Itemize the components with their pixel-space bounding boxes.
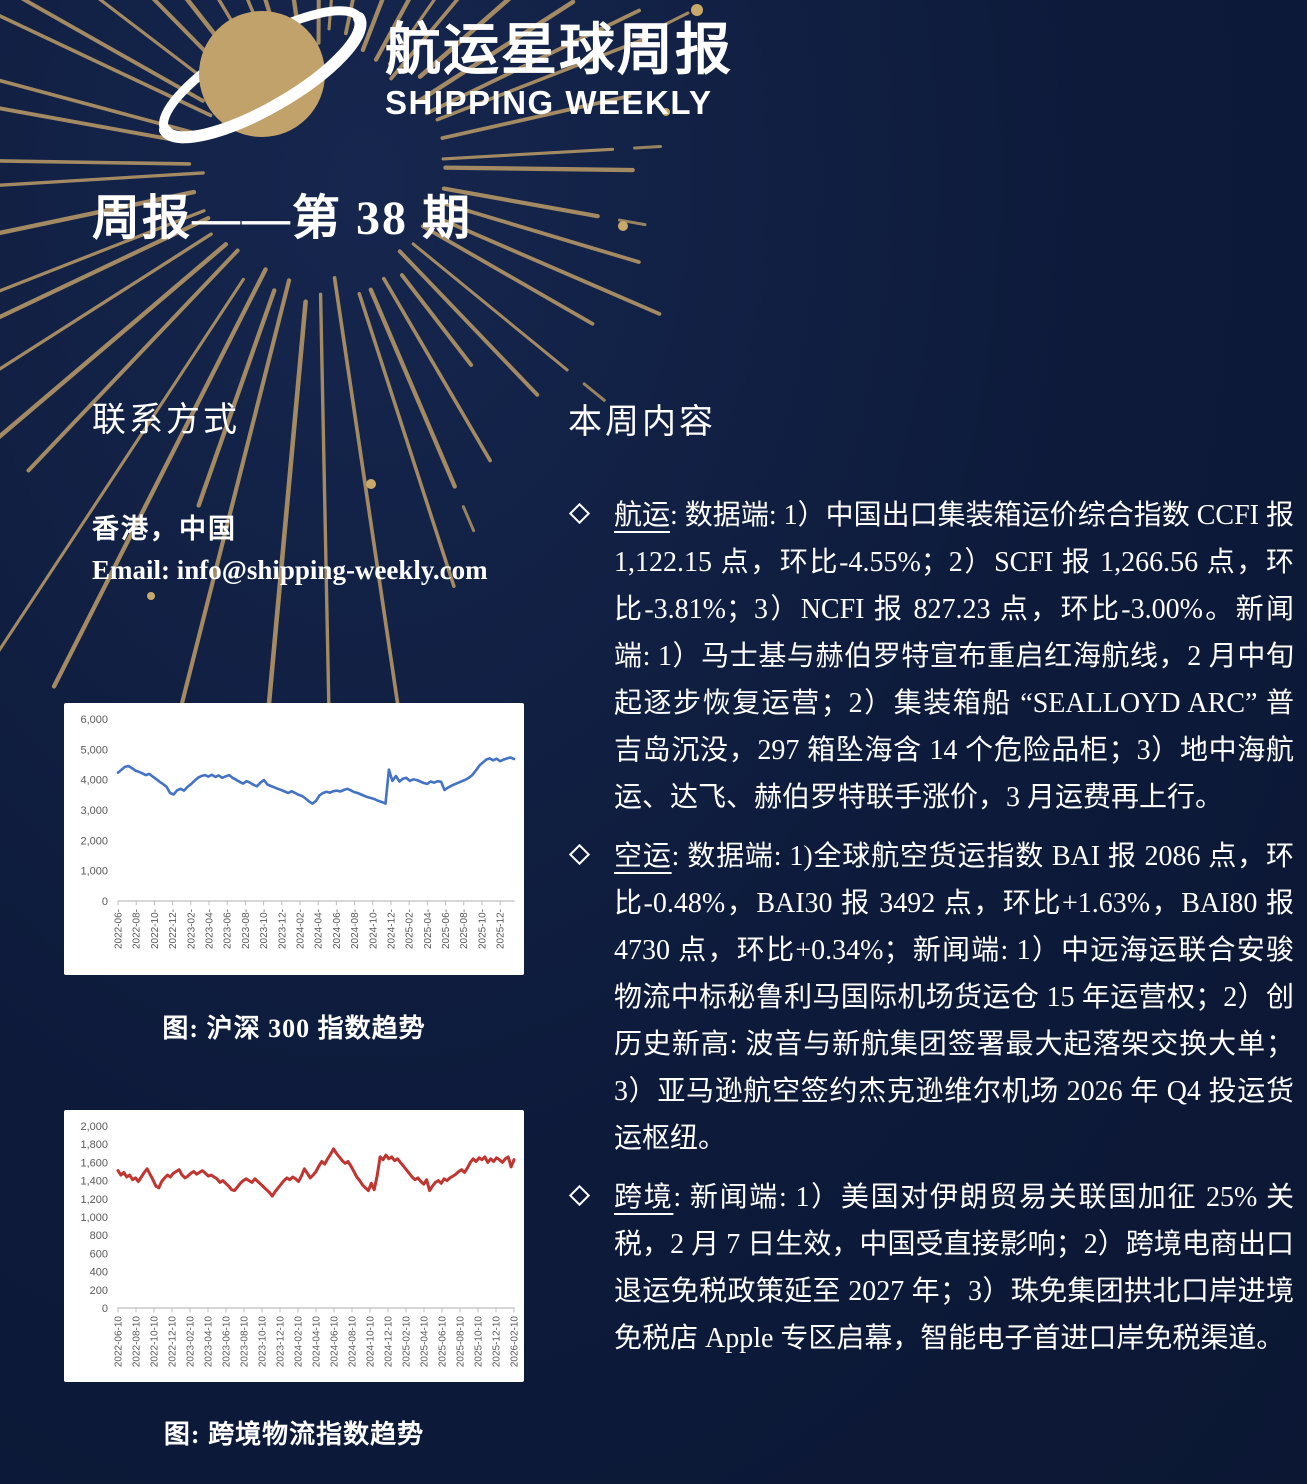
svg-text:2024-06-10: 2024-06-10 xyxy=(330,1316,341,1368)
svg-text:2022-06-10: 2022-06-10 xyxy=(114,1316,125,1368)
svg-text:2025-04-10: 2025-04-10 xyxy=(420,1316,431,1368)
svg-text:2025-12-: 2025-12- xyxy=(496,909,507,949)
svg-text:400: 400 xyxy=(90,1267,108,1279)
svg-text:2024-04-10: 2024-04-10 xyxy=(312,1316,323,1368)
svg-text:1,400: 1,400 xyxy=(80,1176,108,1188)
svg-text:5,000: 5,000 xyxy=(80,744,108,756)
svg-text:1,000: 1,000 xyxy=(80,866,108,878)
svg-text:2023-02-10: 2023-02-10 xyxy=(186,1316,197,1368)
planet-logo-icon xyxy=(159,6,367,144)
weekly-item-crossborder: 跨境: 新闻端: 1）美国对伊朗贸易关联国加征 25% 关税，2 月 7 日生效… xyxy=(568,1174,1294,1362)
chart-panel-csi300: 0 1,000 2,000 3,000 4,000 5,000 6,000 2022-06- 2… xyxy=(64,703,524,975)
svg-text:2024-02-: 2024-02- xyxy=(295,909,306,949)
csi300-line-chart: 0 1,000 2,000 3,000 4,000 5,000 6,000 2022-06- 2… xyxy=(64,703,524,975)
svg-text:2024-12-10: 2024-12-10 xyxy=(384,1316,395,1368)
brand-subtitle: SHIPPING WEEKLY xyxy=(385,84,713,121)
svg-text:2025-12-10: 2025-12-10 xyxy=(492,1316,503,1368)
svg-text:200: 200 xyxy=(90,1285,108,1297)
svg-text:2022-12-10: 2022-12-10 xyxy=(168,1316,179,1368)
svg-text:2024-10-: 2024-10- xyxy=(368,909,379,949)
svg-text:2022-10-: 2022-10- xyxy=(150,909,161,949)
svg-text:2023-06-: 2023-06- xyxy=(223,909,234,949)
svg-text:2024-10-10: 2024-10-10 xyxy=(366,1316,377,1368)
weekly-item-tag: 航运 xyxy=(614,500,671,531)
svg-text:2023-10-: 2023-10- xyxy=(259,909,270,949)
sparkle-bullet-icon xyxy=(568,1184,591,1207)
weekly-item-text: : 数据端: 1）中国出口集装箱运价综合指数 CCFI 报 1,122.15 点… xyxy=(614,500,1294,813)
svg-text:2026-02-10: 2026-02-10 xyxy=(510,1316,521,1368)
svg-text:2025-08-10: 2025-08-10 xyxy=(456,1316,467,1368)
svg-text:2022-12-: 2022-12- xyxy=(168,909,179,949)
figure-caption-csi300: 图: 沪深 300 指数趋势 xyxy=(162,1014,426,1043)
svg-text:6,000: 6,000 xyxy=(80,714,108,726)
contact-location: 香港，中国 xyxy=(92,514,237,544)
svg-text:600: 600 xyxy=(90,1248,108,1260)
svg-text:1,600: 1,600 xyxy=(80,1157,108,1169)
issue-title: 周报——第 38 期 xyxy=(92,192,473,245)
svg-text:2025-06-: 2025-06- xyxy=(441,909,452,949)
logistics-line-chart: 0 200 400 600 800 1,000 1,200 1,400 1,600 1,800 2,… xyxy=(64,1110,524,1382)
svg-text:2022-08-: 2022-08- xyxy=(132,909,143,949)
svg-text:2023-08-: 2023-08- xyxy=(241,909,252,949)
contact-section: 联系方式 香港，中国 Email: info@shipping-weekly.c… xyxy=(92,392,552,586)
weekly-content-list: 航运: 数据端: 1）中国出口集装箱运价综合指数 CCFI 报 1,122.15… xyxy=(568,492,1294,1374)
svg-text:2025-02-: 2025-02- xyxy=(405,909,416,949)
weekly-item-tag: 跨境 xyxy=(614,1182,674,1213)
svg-text:1,000: 1,000 xyxy=(80,1212,108,1224)
svg-text:1,800: 1,800 xyxy=(80,1139,108,1151)
weekly-item-tag: 空运 xyxy=(614,841,672,872)
weekly-item-text: : 数据端: 1)全球航空货运指数 BAI 报 2086 点，环比-0.48%，… xyxy=(614,841,1294,1154)
sparkle-bullet-icon xyxy=(568,502,591,525)
svg-text:2025-04-: 2025-04- xyxy=(423,909,434,949)
svg-text:2022-06-: 2022-06- xyxy=(114,909,125,949)
svg-text:2025-02-10: 2025-02-10 xyxy=(402,1316,413,1368)
svg-text:2023-08-10: 2023-08-10 xyxy=(240,1316,251,1368)
svg-text:2024-12-: 2024-12- xyxy=(386,909,397,949)
svg-text:3,000: 3,000 xyxy=(80,805,108,817)
svg-text:2024-08-: 2024-08- xyxy=(350,909,361,949)
svg-text:0: 0 xyxy=(102,896,108,908)
weekly-item-text: : 新闻端: 1）美国对伊朗贸易关联国加征 25% 关税，2 月 7 日生效，中… xyxy=(614,1182,1294,1354)
contact-email: Email: info@shipping-weekly.com xyxy=(92,555,488,585)
svg-text:2025-06-10: 2025-06-10 xyxy=(438,1316,449,1368)
svg-text:2025-10-10: 2025-10-10 xyxy=(474,1316,485,1368)
svg-text:2023-10-10: 2023-10-10 xyxy=(258,1316,269,1368)
brand-title: 航运星球周报 xyxy=(385,18,733,81)
contact-heading: 联系方式 xyxy=(92,402,240,439)
svg-text:2,000: 2,000 xyxy=(80,1121,108,1133)
svg-text:2024-02-10: 2024-02-10 xyxy=(294,1316,305,1368)
svg-text:2024-06-: 2024-06- xyxy=(332,909,343,949)
svg-text:2023-04-: 2023-04- xyxy=(204,909,215,949)
svg-text:2025-10-: 2025-10- xyxy=(477,909,488,949)
weekly-heading: 本周内容 xyxy=(568,404,716,441)
svg-text:800: 800 xyxy=(90,1230,108,1242)
weekly-item-shipping: 航运: 数据端: 1）中国出口集装箱运价综合指数 CCFI 报 1,122.15… xyxy=(568,492,1294,821)
svg-text:2023-02-: 2023-02- xyxy=(186,909,197,949)
svg-text:0: 0 xyxy=(102,1303,108,1315)
svg-text:2022-10-10: 2022-10-10 xyxy=(150,1316,161,1368)
svg-text:2023-06-10: 2023-06-10 xyxy=(222,1316,233,1368)
weekly-item-airfreight: 空运: 数据端: 1)全球航空货运指数 BAI 报 2086 点，环比-0.48… xyxy=(568,833,1294,1162)
svg-text:2025-08-: 2025-08- xyxy=(459,909,470,949)
svg-text:2024-08-10: 2024-08-10 xyxy=(348,1316,359,1368)
svg-text:2022-08-10: 2022-08-10 xyxy=(132,1316,143,1368)
svg-text:2023-12-: 2023-12- xyxy=(277,909,288,949)
figure-caption-logistics: 图: 跨境物流指数趋势 xyxy=(163,1420,425,1449)
gold-rays xyxy=(0,0,663,914)
sparkle-bullet-icon xyxy=(568,843,591,866)
svg-text:4,000: 4,000 xyxy=(80,775,108,787)
svg-text:2023-12-10: 2023-12-10 xyxy=(276,1316,287,1368)
chart-panel-logistics: 0 200 400 600 800 1,000 1,200 1,400 1,600 1,800 2,… xyxy=(64,1110,524,1382)
svg-text:2024-04-: 2024-04- xyxy=(314,909,325,949)
brand-block: 航运星球周报 SHIPPING WEEKLY xyxy=(385,20,733,121)
svg-text:1,200: 1,200 xyxy=(80,1194,108,1206)
svg-text:2023-04-10: 2023-04-10 xyxy=(204,1316,215,1368)
svg-text:2,000: 2,000 xyxy=(80,835,108,847)
